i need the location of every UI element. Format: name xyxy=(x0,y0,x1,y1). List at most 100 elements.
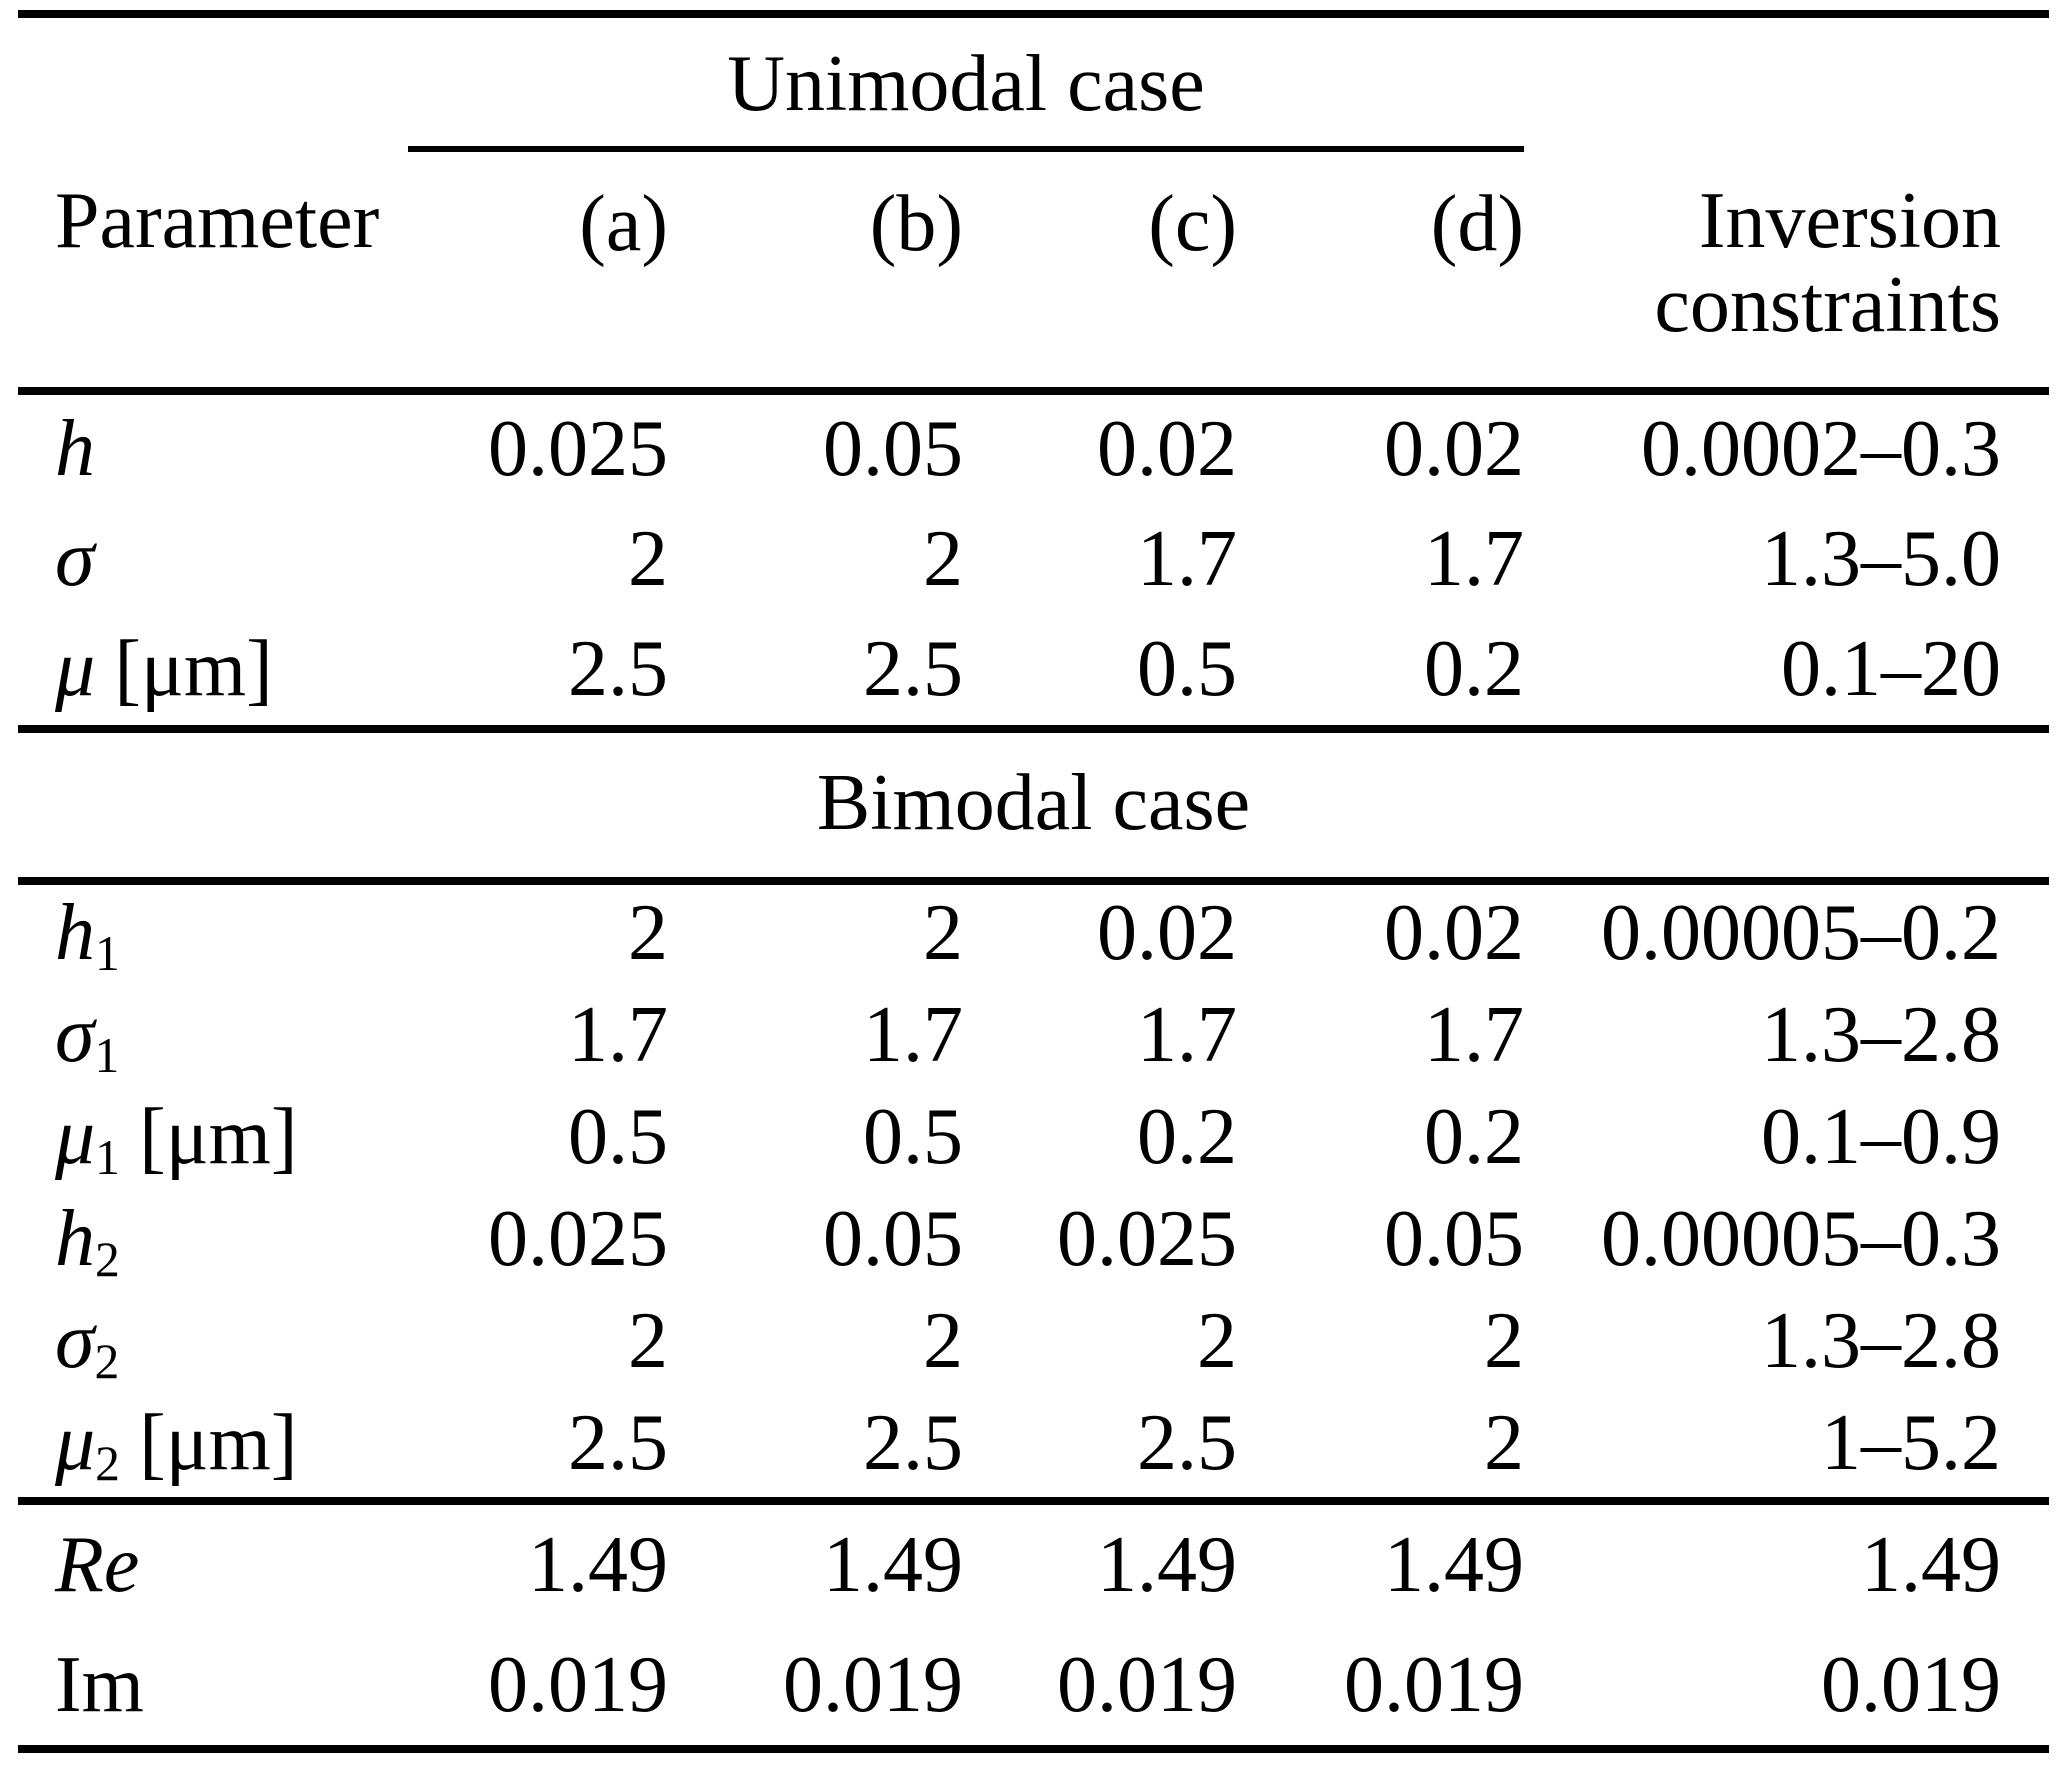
table-row-h: h 0.025 0.05 0.02 0.02 0.0002–0.3 xyxy=(18,387,2049,505)
param-label: σ1 xyxy=(18,987,408,1089)
value-d: 0.019 xyxy=(1237,1625,1524,1753)
paper-page: Unimodal case Parameter (a) (b) (c) (d) … xyxy=(0,10,2067,1783)
table-row-sigma2: σ2 2 2 2 2 1.3–2.8 xyxy=(18,1293,2049,1395)
param-symbol: h xyxy=(55,405,95,493)
param-label: Re xyxy=(18,1497,408,1625)
param-symbol: σ xyxy=(55,1297,95,1385)
value-c: 2 xyxy=(1197,1297,1237,1385)
value-d: 0.05 xyxy=(1384,1195,1524,1283)
table-row-mu: μ [μm] 2.5 2.5 0.5 0.2 0.1–20 xyxy=(18,615,2049,729)
parameters-table: Unimodal case Parameter (a) (b) (c) (d) … xyxy=(18,10,2049,1753)
inversion-header-line1: Inversion xyxy=(1698,177,2001,265)
value-c: 0.02 xyxy=(963,387,1237,505)
param-subscript: 2 xyxy=(95,1231,120,1287)
param-symbol: μ xyxy=(55,625,96,713)
param-unit: [μm] xyxy=(114,625,273,713)
param-label: h xyxy=(18,387,408,505)
value-d: 0.02 xyxy=(1237,387,1524,505)
param-subscript: 1 xyxy=(95,1129,120,1185)
value-a: 0.5 xyxy=(568,1093,668,1181)
value-a: 1.49 xyxy=(408,1497,668,1625)
param-symbol: Im xyxy=(55,1641,144,1729)
table-row-mu2: μ2 [μm] 2.5 2.5 2.5 2 1–5.2 xyxy=(18,1395,2049,1501)
value-d: 1.49 xyxy=(1237,1497,1524,1625)
bimodal-group-header-row: Bimodal case xyxy=(18,725,2049,885)
value-d: 1.7 xyxy=(1424,991,1524,1079)
value-c: 0.2 xyxy=(1137,1093,1237,1181)
param-label: h1 xyxy=(18,881,408,987)
param-subscript: 2 xyxy=(95,1435,120,1491)
value-d: 1.7 xyxy=(1424,515,1524,603)
value-b: 2 xyxy=(923,1297,963,1385)
column-header-b: (b) xyxy=(869,180,963,268)
value-a: 2 xyxy=(628,1297,668,1385)
value-a: 0.019 xyxy=(408,1625,668,1753)
value-a: 2 xyxy=(628,515,668,603)
param-label: Im xyxy=(18,1625,408,1753)
table-row-sigma: σ 2 2 1.7 1.7 1.3–5.0 xyxy=(18,505,2049,615)
value-d: 2 xyxy=(1484,1297,1524,1385)
value-d: 2 xyxy=(1484,1399,1524,1487)
inversion-constraint: 0.019 xyxy=(1524,1625,2049,1753)
inversion-constraint: 1.3–2.8 xyxy=(1761,1297,2001,1385)
value-b: 2.5 xyxy=(863,1399,963,1487)
value-b: 1.49 xyxy=(668,1497,963,1625)
value-b: 2 xyxy=(923,515,963,603)
inversion-constraints-header: Inversion constraints xyxy=(1524,149,2049,391)
value-d: 0.02 xyxy=(1384,889,1524,977)
param-symbol: h xyxy=(55,889,95,977)
inversion-constraint: 0.0002–0.3 xyxy=(1524,387,2049,505)
table-row-im: Im 0.019 0.019 0.019 0.019 0.019 xyxy=(18,1625,2049,1753)
column-header-row: Parameter (a) (b) (c) (d) Inversion cons… xyxy=(18,149,2049,391)
table-row-re: Re 1.49 1.49 1.49 1.49 1.49 xyxy=(18,1497,2049,1625)
bimodal-section-title: Bimodal case xyxy=(18,725,2049,885)
parameter-column-header: Parameter xyxy=(55,177,380,265)
param-symbol: σ xyxy=(55,515,95,603)
column-header-c: (c) xyxy=(1148,180,1237,268)
value-a: 2 xyxy=(628,889,668,977)
param-symbol: μ xyxy=(55,1093,96,1181)
table-row-h1: h1 2 2 0.02 0.02 0.00005–0.2 xyxy=(18,881,2049,987)
value-c: 1.7 xyxy=(1137,991,1237,1079)
value-d: 0.2 xyxy=(1424,1093,1524,1181)
value-a: 0.025 xyxy=(408,387,668,505)
empty-cell xyxy=(1524,10,2049,149)
param-subscript: 1 xyxy=(95,925,120,981)
inversion-constraint: 0.1–0.9 xyxy=(1761,1093,2001,1181)
value-c: 0.019 xyxy=(963,1625,1237,1753)
empty-cell xyxy=(18,10,408,149)
param-subscript: 1 xyxy=(94,1027,120,1083)
value-c: 0.5 xyxy=(1137,625,1237,713)
value-a: 1.7 xyxy=(568,991,668,1079)
value-d: 0.2 xyxy=(1424,625,1524,713)
param-label: σ xyxy=(18,505,408,615)
value-b: 0.5 xyxy=(863,1093,963,1181)
inversion-constraint: 0.00005–0.3 xyxy=(1601,1195,2001,1283)
value-a: 0.025 xyxy=(488,1195,668,1283)
value-c: 1.49 xyxy=(963,1497,1237,1625)
value-a: 2.5 xyxy=(568,625,668,713)
value-c: 2.5 xyxy=(1137,1399,1237,1487)
column-header-d: (d) xyxy=(1430,180,1524,268)
value-b: 0.019 xyxy=(668,1625,963,1753)
param-subscript: 2 xyxy=(94,1333,120,1389)
inversion-constraint: 1–5.2 xyxy=(1821,1399,2001,1487)
inversion-constraint: 1.49 xyxy=(1524,1497,2049,1625)
value-b: 2 xyxy=(923,889,963,977)
unimodal-section-title: Unimodal case xyxy=(408,10,1524,152)
param-label: μ2 [μm] xyxy=(18,1395,408,1501)
inversion-constraint: 0.00005–0.2 xyxy=(1601,889,2001,977)
inversion-header-line2: constraints xyxy=(1654,261,2001,349)
value-a: 2.5 xyxy=(568,1399,668,1487)
param-symbol: h xyxy=(55,1195,95,1283)
table-row-mu1: μ1 [μm] 0.5 0.5 0.2 0.2 0.1–0.9 xyxy=(18,1089,2049,1191)
value-c: 0.02 xyxy=(1097,889,1237,977)
table-row-sigma1: σ1 1.7 1.7 1.7 1.7 1.3–2.8 xyxy=(18,987,2049,1089)
param-label: μ1 [μm] xyxy=(18,1089,408,1191)
value-b: 1.7 xyxy=(863,991,963,1079)
value-c: 1.7 xyxy=(1137,515,1237,603)
column-header-a: (a) xyxy=(579,180,668,268)
param-symbol: μ xyxy=(55,1399,96,1487)
unimodal-group-header-row: Unimodal case xyxy=(18,10,2049,152)
param-unit: [μm] xyxy=(139,1093,298,1181)
